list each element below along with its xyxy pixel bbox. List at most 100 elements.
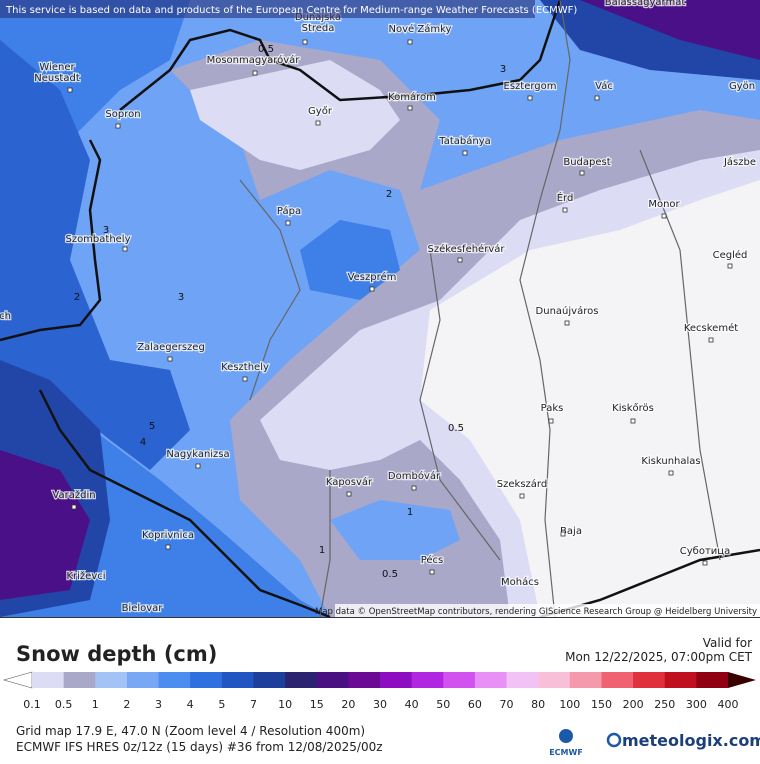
valid-time: Mon 12/22/2025, 07:00pm CET <box>565 650 753 664</box>
legend-level: 20 <box>341 698 355 711</box>
legend-level: 10 <box>278 698 292 711</box>
city-label: Komárom <box>388 91 436 103</box>
legend-level: 1 <box>92 698 99 711</box>
city-marker <box>562 207 568 213</box>
legend-swatch <box>253 672 286 688</box>
city-label: Wiener <box>39 62 75 73</box>
legend-swatch <box>633 672 666 688</box>
contour-label: 0.5 <box>448 423 464 434</box>
city-label: Varaždin <box>52 489 95 501</box>
contour-label: 0.5 <box>258 44 274 55</box>
city-label: Mohács <box>501 576 539 588</box>
city-marker <box>369 286 375 292</box>
legend-level: 80 <box>531 698 545 711</box>
legend-level: 100 <box>559 698 580 711</box>
valid-label: Valid for <box>703 636 752 650</box>
legend-swatch <box>601 672 634 688</box>
contour-label: 1 <box>407 507 413 518</box>
city-label: Érd <box>557 191 574 204</box>
legend-level: 250 <box>654 698 675 711</box>
legend-swatch <box>126 672 160 688</box>
city-marker <box>165 544 171 550</box>
city-label: Gyön <box>729 81 755 92</box>
city-label: Pécs <box>421 554 444 566</box>
city-marker <box>560 531 566 537</box>
legend-swatch <box>380 672 413 688</box>
model-info: ECMWF IFS HRES 0z/12z (15 days) #36 from… <box>16 740 383 754</box>
legend-swatch <box>95 672 128 688</box>
legend-arrow-high <box>728 672 756 688</box>
city-label: Kaposvár <box>326 476 373 488</box>
legend-level: 15 <box>310 698 324 711</box>
legend-swatch <box>348 672 381 688</box>
city-label: Nové Zámky <box>389 23 452 35</box>
legend-level: 3 <box>155 698 162 711</box>
city-marker <box>630 418 636 424</box>
city-marker <box>579 170 585 176</box>
city-label: Vác <box>595 80 613 92</box>
city-marker <box>519 493 525 499</box>
city-label: Kiskunhalas <box>641 456 700 467</box>
legend-swatch <box>190 672 223 688</box>
city-marker <box>195 463 201 469</box>
legend-level: 60 <box>468 698 482 711</box>
city-marker <box>315 120 321 126</box>
legend-swatch <box>411 672 444 688</box>
contour-label: 0.5 <box>382 569 398 580</box>
contour-label: 3 <box>178 292 184 303</box>
legend-swatch <box>696 672 729 688</box>
city-marker <box>122 246 128 252</box>
city-label: Keszthely <box>221 362 269 373</box>
city-label: Neustadt <box>34 73 80 84</box>
ecmwf-logo <box>559 729 573 743</box>
city-marker <box>67 87 73 93</box>
city-label: Szombathely <box>65 234 130 245</box>
city-label: Križevci <box>66 570 105 582</box>
city-label: Paks <box>541 403 564 414</box>
city-label: Dunaújváros <box>536 305 599 317</box>
brand: meteologix.com <box>622 731 760 750</box>
legend-swatch <box>538 672 571 688</box>
city-label: Tatabánya <box>438 135 491 147</box>
legend-level: 5 <box>218 698 225 711</box>
legend-swatch <box>664 672 697 688</box>
city-label: Veszprém <box>348 271 397 283</box>
city-label: Szekszárd <box>497 478 547 490</box>
city-label: Jászbe <box>723 156 756 168</box>
city-label: Budapest <box>563 157 610 168</box>
city-marker <box>429 569 435 575</box>
contour-label: 5 <box>149 421 155 432</box>
city-label: Streda <box>302 23 335 34</box>
legend-swatch <box>221 672 254 688</box>
city-label: Zalaegerszeg <box>137 342 205 353</box>
city-label: Sopron <box>105 109 140 120</box>
city-label: Kecskemét <box>684 322 738 334</box>
city-marker <box>727 263 733 269</box>
legend-swatch <box>506 672 539 688</box>
contour-label: 4 <box>140 437 146 448</box>
legend-level: 70 <box>500 698 514 711</box>
city-marker <box>462 150 468 156</box>
city-label: Nagykanizsa <box>166 449 229 460</box>
legend-level: 200 <box>623 698 644 711</box>
legend-level: 0.5 <box>55 698 73 711</box>
legend-level: 300 <box>686 698 707 711</box>
city-label: Székesfehérvár <box>428 243 506 255</box>
legend-title: Snow depth (cm) <box>16 642 217 666</box>
city-marker <box>708 337 714 343</box>
city-marker <box>252 70 258 76</box>
city-marker <box>548 418 554 424</box>
city-label: Balassagyarmat <box>605 0 686 8</box>
city-marker <box>407 105 413 111</box>
attribution: Map data © OpenStreetMap contributors, r… <box>315 607 757 617</box>
city-marker <box>702 560 708 566</box>
legend-swatch <box>443 672 476 688</box>
notice: This service is based on data and produc… <box>5 5 577 16</box>
legend-swatch <box>474 672 508 688</box>
city-marker <box>564 320 570 326</box>
legend-level: 7 <box>250 698 257 711</box>
city-label: Суботица <box>680 546 730 557</box>
contour-label: 2 <box>74 292 80 303</box>
city-marker <box>411 485 417 491</box>
city-marker <box>167 356 173 362</box>
